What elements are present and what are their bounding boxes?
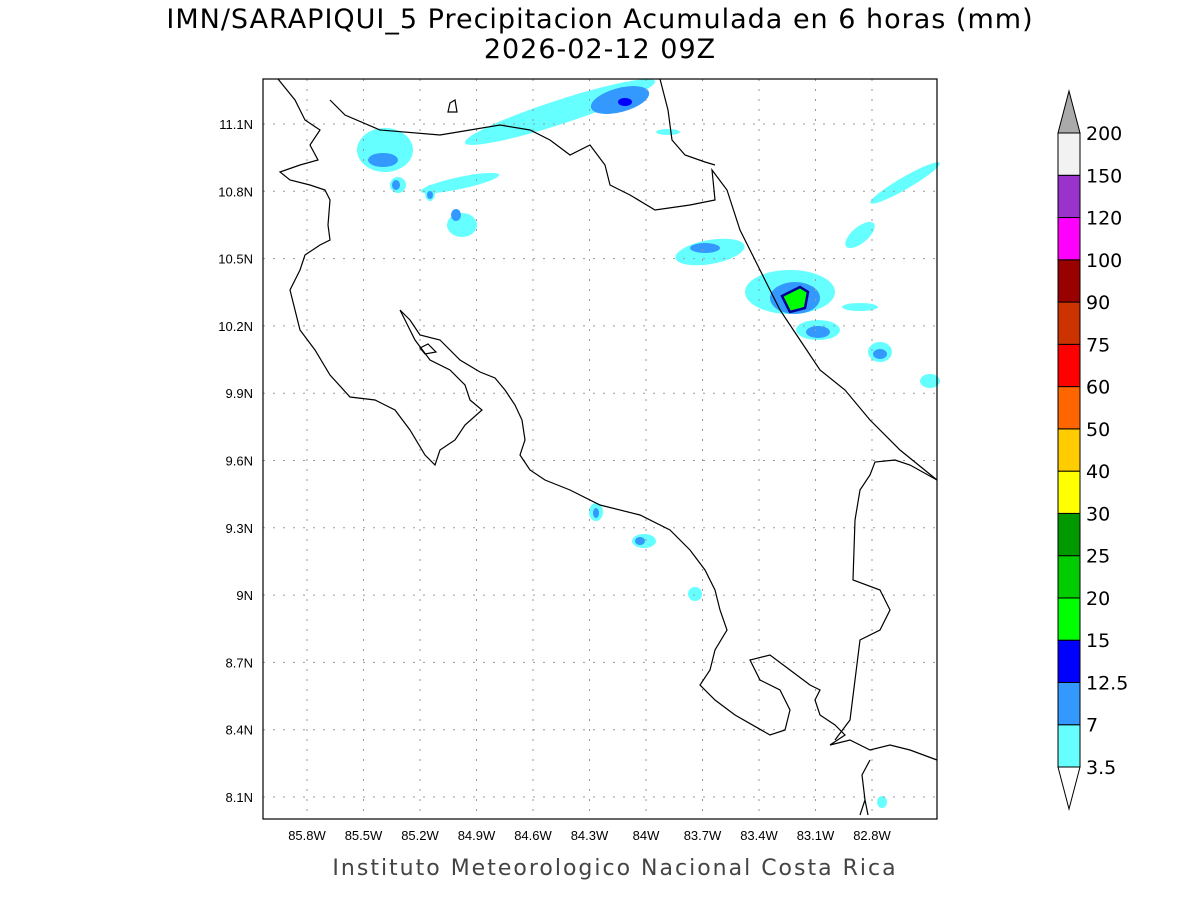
colorbar-label: 40	[1086, 461, 1110, 483]
colorbar-label: 50	[1086, 419, 1110, 441]
colorbar-label: 120	[1086, 208, 1122, 230]
colorbar-label: 90	[1086, 292, 1110, 314]
lon-tick-label: 85.5W	[345, 828, 383, 843]
colorbar-swatch	[1057, 217, 1081, 261]
colorbar-label: 60	[1086, 377, 1110, 399]
colorbar-swatch	[1057, 639, 1081, 683]
lat-tick-label: 9.6N	[226, 454, 253, 469]
colorbar-swatch	[1057, 132, 1081, 176]
colorbar-label: 20	[1086, 588, 1110, 610]
lat-tick-label: 9N	[236, 588, 253, 603]
colorbar-swatch	[1057, 386, 1081, 430]
colorbar-label: 100	[1086, 250, 1122, 272]
lat-tick-label: 10.2N	[218, 319, 253, 334]
lat-tick-label: 10.5N	[218, 252, 253, 267]
lat-tick-label: 8.4N	[226, 723, 253, 738]
colorbar-label: 25	[1086, 546, 1110, 568]
lon-tick-label: 84.9W	[458, 828, 496, 843]
colorbar-swatch	[1057, 174, 1081, 219]
lat-tick-label: 8.1N	[226, 790, 253, 805]
lon-tick-label: 85.8W	[288, 828, 326, 843]
plot-frame	[262, 78, 938, 820]
map-subtitle: 2026-02-12 09Z	[483, 34, 717, 65]
lon-tick-label: 82.8W	[853, 828, 891, 843]
lat-tick-label: 8.7N	[226, 655, 253, 670]
coastlines	[277, 78, 938, 816]
colorbar-swatch	[1057, 470, 1081, 514]
lon-tick-label: 83.1W	[797, 828, 835, 843]
lat-tick-label: 10.8N	[218, 184, 253, 199]
colorbar-label: 200	[1086, 123, 1122, 145]
colorbar-swatch	[1057, 301, 1081, 345]
lon-tick-label: 84W	[633, 828, 660, 843]
lon-tick-label: 83.4W	[740, 828, 778, 843]
credit-text: Instituto Meteorologico Nacional Costa R…	[332, 856, 898, 881]
colorbar-under-arrow	[1057, 766, 1081, 811]
lon-tick-label: 84.3W	[571, 828, 609, 843]
lon-tick-label: 83.7W	[684, 828, 722, 843]
colorbar-label: 75	[1086, 334, 1110, 356]
lon-tick-label: 85.2W	[401, 828, 439, 843]
map-title: IMN/SARAPIQUI_5 Precipitacion Acumulada …	[166, 4, 1034, 35]
lon-tick-labels: 85.8W 85.5W 85.2W 84.9W 84.6W 84.3W 84W 83.7W 83…	[288, 828, 891, 843]
lat-tick-label: 9.3N	[226, 521, 253, 536]
colorbar-swatch	[1057, 512, 1081, 557]
colorbar-label: 12.5	[1086, 672, 1128, 694]
lat-tick-labels: 11.1N 10.8N 10.5N 10.2N 9.9N 9.6N 9.3N 9N 8.7N 8.…	[218, 117, 253, 805]
precip-areas	[357, 79, 940, 808]
lat-tick-label: 9.9N	[226, 386, 253, 401]
colorbar-legend: 3.5 7 12.5 15 20 25 30 40 50 60 75 90 100 120 150 200	[1057, 89, 1128, 811]
colorbar-swatch	[1057, 597, 1081, 641]
colorbar-label: 15	[1086, 630, 1110, 652]
colorbar-label: 150	[1086, 165, 1122, 187]
grid-lines	[263, 79, 937, 819]
colorbar-swatch	[1057, 724, 1081, 768]
lat-tick-label: 11.1N	[219, 117, 253, 132]
colorbar-swatch	[1057, 343, 1081, 388]
colorbar-label: 30	[1086, 503, 1110, 525]
colorbar-label: 3.5	[1086, 757, 1116, 779]
colorbar-swatch	[1057, 681, 1081, 726]
colorbar-swatch	[1057, 428, 1081, 472]
colorbar-swatch	[1057, 555, 1081, 599]
lon-tick-label: 84.6W	[514, 828, 552, 843]
colorbar-over-arrow	[1057, 89, 1081, 134]
colorbar-label: 7	[1086, 715, 1098, 737]
colorbar-swatch	[1057, 259, 1081, 303]
